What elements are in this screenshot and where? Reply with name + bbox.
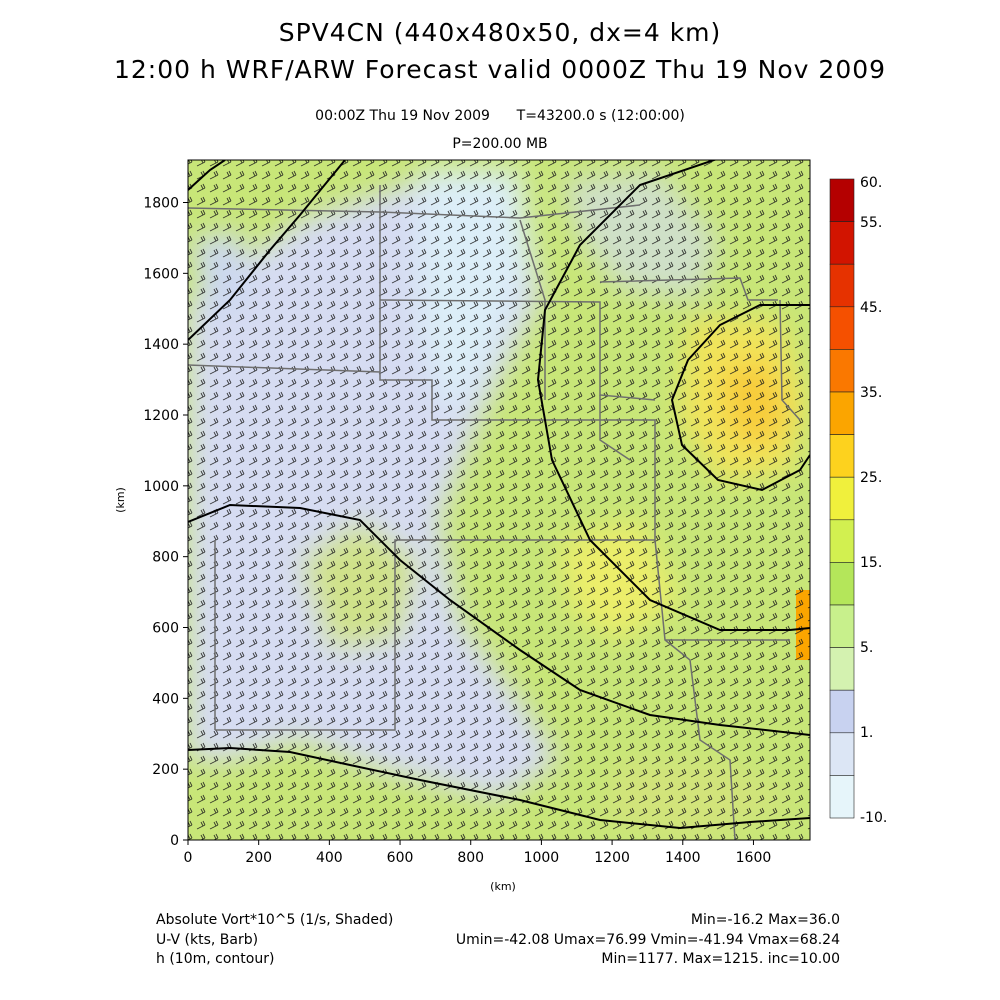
colorbar-swatch bbox=[829, 263, 855, 308]
colorbar-swatch bbox=[829, 391, 855, 435]
colorbar-swatch bbox=[829, 221, 855, 265]
colorbar-label: 5. bbox=[860, 640, 873, 656]
colorbar-swatch bbox=[829, 306, 855, 350]
time-info: 00:00Z Thu 19 Nov 2009 T=43200.0 s (12:0… bbox=[0, 108, 1000, 124]
y-tick-label: 1400 bbox=[143, 337, 179, 353]
y-tick-label: 400 bbox=[152, 691, 179, 707]
valid-time: 00:00Z Thu 19 Nov 2009 bbox=[315, 108, 490, 124]
state-borders bbox=[188, 185, 801, 840]
height-contours bbox=[188, 160, 810, 830]
x-axis: 0 200 400 600 800 1000 1200 1400 1600 bbox=[184, 840, 772, 866]
chart-title: SPV4CN (440x480x50, dx=4 km) bbox=[278, 18, 722, 47]
y-tick-label: 800 bbox=[152, 550, 179, 566]
colorbar-swatch bbox=[829, 476, 855, 521]
x-tick-label: 1600 bbox=[736, 850, 772, 866]
y-tick-label: 1000 bbox=[143, 479, 179, 495]
colorbar-swatch bbox=[829, 647, 855, 691]
colorbar-label: 15. bbox=[860, 555, 882, 571]
x-axis-label: (km) bbox=[490, 880, 516, 893]
y-tick-label: 600 bbox=[152, 621, 179, 637]
field-1-stats: Min=-16.2 Max=36.0 bbox=[690, 912, 840, 928]
field-2-name: U-V (kts, Barb) bbox=[156, 932, 259, 948]
y-tick-label: 0 bbox=[170, 833, 179, 849]
x-tick-label: 1200 bbox=[594, 850, 630, 866]
field-2-stats: Umin=-42.08 Umax=76.99 Vmin=-41.94 Vmax=… bbox=[455, 932, 840, 948]
colorbar-swatch bbox=[829, 604, 855, 648]
colorbar-label: 35. bbox=[860, 385, 882, 401]
colorbar-label: 45. bbox=[860, 300, 882, 316]
pressure-level: P=200.00 MB bbox=[452, 136, 548, 152]
y-axis: 0 200 400 600 800 1000 1200 1400 1600 1800 bbox=[143, 196, 188, 849]
colorbar-swatch bbox=[829, 434, 855, 478]
y-axis-label: (km) bbox=[114, 487, 127, 513]
y-tick-label: 1200 bbox=[143, 408, 179, 424]
field-3-stats: Min=1177. Max=1215. inc=10.00 bbox=[601, 951, 840, 967]
colorbar-swatch bbox=[829, 775, 855, 819]
field-1-name: Absolute Vort*10^5 (1/s, Shaded) bbox=[156, 912, 394, 928]
colorbar-label: -10. bbox=[860, 810, 887, 826]
map-field bbox=[188, 160, 810, 840]
colorbar-swatch bbox=[829, 519, 855, 563]
colorbar-label: 1. bbox=[860, 725, 873, 741]
x-tick-label: 0 bbox=[184, 850, 193, 866]
colorbar-swatch bbox=[829, 689, 855, 734]
chart-subtitle: 12:00 h WRF/ARW Forecast valid 0000Z Thu… bbox=[113, 55, 887, 84]
colorbar-swatch bbox=[829, 178, 855, 222]
colorbar: 60. 55. 45. 35. 25. 15. 5. 1. -10. bbox=[829, 175, 887, 826]
colorbar-swatch bbox=[829, 562, 855, 606]
y-tick-label: 200 bbox=[152, 762, 179, 778]
model-time: T=43200.0 s (12:00:00) bbox=[516, 108, 685, 124]
colorbar-swatch bbox=[829, 349, 855, 393]
colorbar-label: 25. bbox=[860, 470, 882, 486]
field-3-name: h (10m, contour) bbox=[156, 951, 275, 967]
wind-barbs bbox=[188, 160, 810, 840]
y-tick-label: 1600 bbox=[143, 266, 179, 282]
x-tick-label: 600 bbox=[387, 850, 414, 866]
x-tick-label: 800 bbox=[457, 850, 484, 866]
plot-frame bbox=[187, 159, 811, 841]
y-tick-label: 1800 bbox=[143, 196, 179, 212]
colorbar-label: 60. bbox=[860, 175, 882, 191]
x-tick-label: 1400 bbox=[665, 850, 701, 866]
x-tick-label: 200 bbox=[245, 850, 272, 866]
colorbar-swatch bbox=[829, 732, 855, 776]
x-tick-label: 400 bbox=[316, 850, 343, 866]
colorbar-label: 55. bbox=[860, 215, 882, 231]
x-tick-label: 1000 bbox=[524, 850, 560, 866]
